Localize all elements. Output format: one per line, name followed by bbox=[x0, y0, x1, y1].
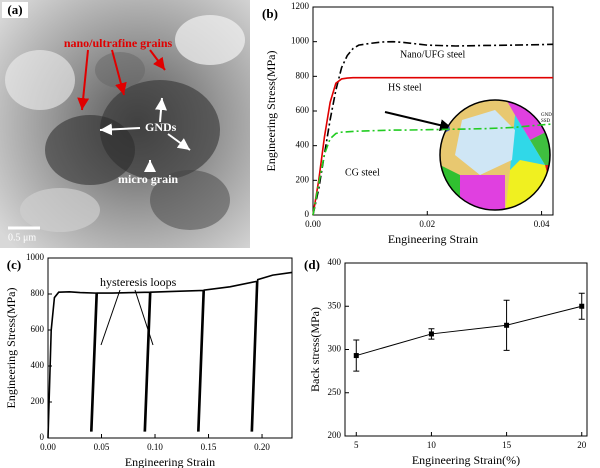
y-tick-label: 200 bbox=[31, 396, 45, 406]
scale-bar-label: 0.5 μm bbox=[8, 232, 36, 243]
y-tick-label: 1000 bbox=[26, 252, 45, 262]
x-tick-label: 0.00 bbox=[40, 442, 56, 452]
image-label: nano/ultrafine grains bbox=[64, 36, 173, 50]
marker bbox=[504, 322, 510, 328]
y-tick-label: 1000 bbox=[291, 36, 310, 46]
inset-schematic: GND SSD bbox=[384, 99, 552, 211]
y-tick-label: 800 bbox=[296, 70, 310, 80]
x-axis-label: Engineering Strain bbox=[125, 455, 215, 468]
image-label: GNDs bbox=[145, 120, 177, 134]
marker bbox=[353, 353, 359, 359]
series-line bbox=[312, 40, 554, 216]
x-tick-label: 5 bbox=[354, 440, 359, 450]
image-label: micro grain bbox=[118, 172, 178, 186]
x-tick-label: 0.00 bbox=[305, 219, 321, 229]
y-tick-label: 400 bbox=[296, 140, 310, 150]
y-tick-label: 600 bbox=[296, 105, 310, 115]
y-axis-label: Back stress(MPa) bbox=[308, 307, 322, 392]
y-tick-label: 800 bbox=[31, 288, 45, 298]
y-tick-label: 200 bbox=[296, 174, 310, 184]
y-tick-label: 0 bbox=[305, 209, 310, 219]
x-tick-label: 10 bbox=[427, 440, 437, 450]
x-axis-label: Engineering Strain(%) bbox=[412, 453, 520, 467]
y-axis-label: Engineering Stress(MPa) bbox=[264, 51, 278, 172]
y-tick-label: 400 bbox=[328, 257, 342, 267]
marker bbox=[579, 303, 585, 309]
y-tick-label: 250 bbox=[328, 387, 342, 397]
x-axis-label: Engineering Strain bbox=[388, 232, 478, 246]
x-tick-label: 0.20 bbox=[254, 442, 270, 452]
y-tick-label: 300 bbox=[328, 344, 342, 354]
inset-label: GND bbox=[541, 113, 552, 118]
plot-frame bbox=[47, 257, 293, 439]
y-tick-label: 0 bbox=[40, 432, 45, 442]
y-tick-label: 1200 bbox=[291, 1, 310, 11]
x-tick-label: 0.15 bbox=[201, 442, 217, 452]
y-tick-label: 200 bbox=[328, 430, 342, 440]
x-tick-label: 0.05 bbox=[94, 442, 110, 452]
series-line bbox=[356, 305, 582, 357]
x-tick-label: 15 bbox=[502, 440, 512, 450]
panel-label: (a) bbox=[7, 2, 22, 17]
x-tick-label: 20 bbox=[577, 440, 587, 450]
y-axis-label: Engineering Stress(MPa) bbox=[4, 288, 18, 409]
series-line bbox=[312, 76, 553, 216]
series-label: HS steel bbox=[388, 82, 422, 93]
y-tick-label: 350 bbox=[328, 300, 342, 310]
series-label: Nano/UFG steel bbox=[400, 49, 465, 60]
y-tick-label: 400 bbox=[31, 360, 45, 370]
micrograph bbox=[0, 0, 250, 248]
annotation: hysteresis loops bbox=[100, 275, 177, 289]
x-tick-label: 0.10 bbox=[147, 442, 163, 452]
marker bbox=[428, 331, 434, 337]
annotation-arrow bbox=[134, 289, 154, 346]
annotation-arrow bbox=[100, 289, 121, 346]
inset-label: SSD bbox=[541, 119, 551, 124]
panel-label: (d) bbox=[304, 257, 320, 272]
plot-frame bbox=[344, 262, 588, 437]
panel-label: (c) bbox=[7, 257, 21, 272]
series-label: CG steel bbox=[345, 167, 380, 178]
panel-label: (b) bbox=[262, 6, 278, 21]
y-tick-label: 600 bbox=[31, 324, 45, 334]
series-line bbox=[47, 271, 293, 439]
x-tick-label: 0.04 bbox=[534, 219, 550, 229]
x-tick-label: 0.02 bbox=[419, 219, 435, 229]
